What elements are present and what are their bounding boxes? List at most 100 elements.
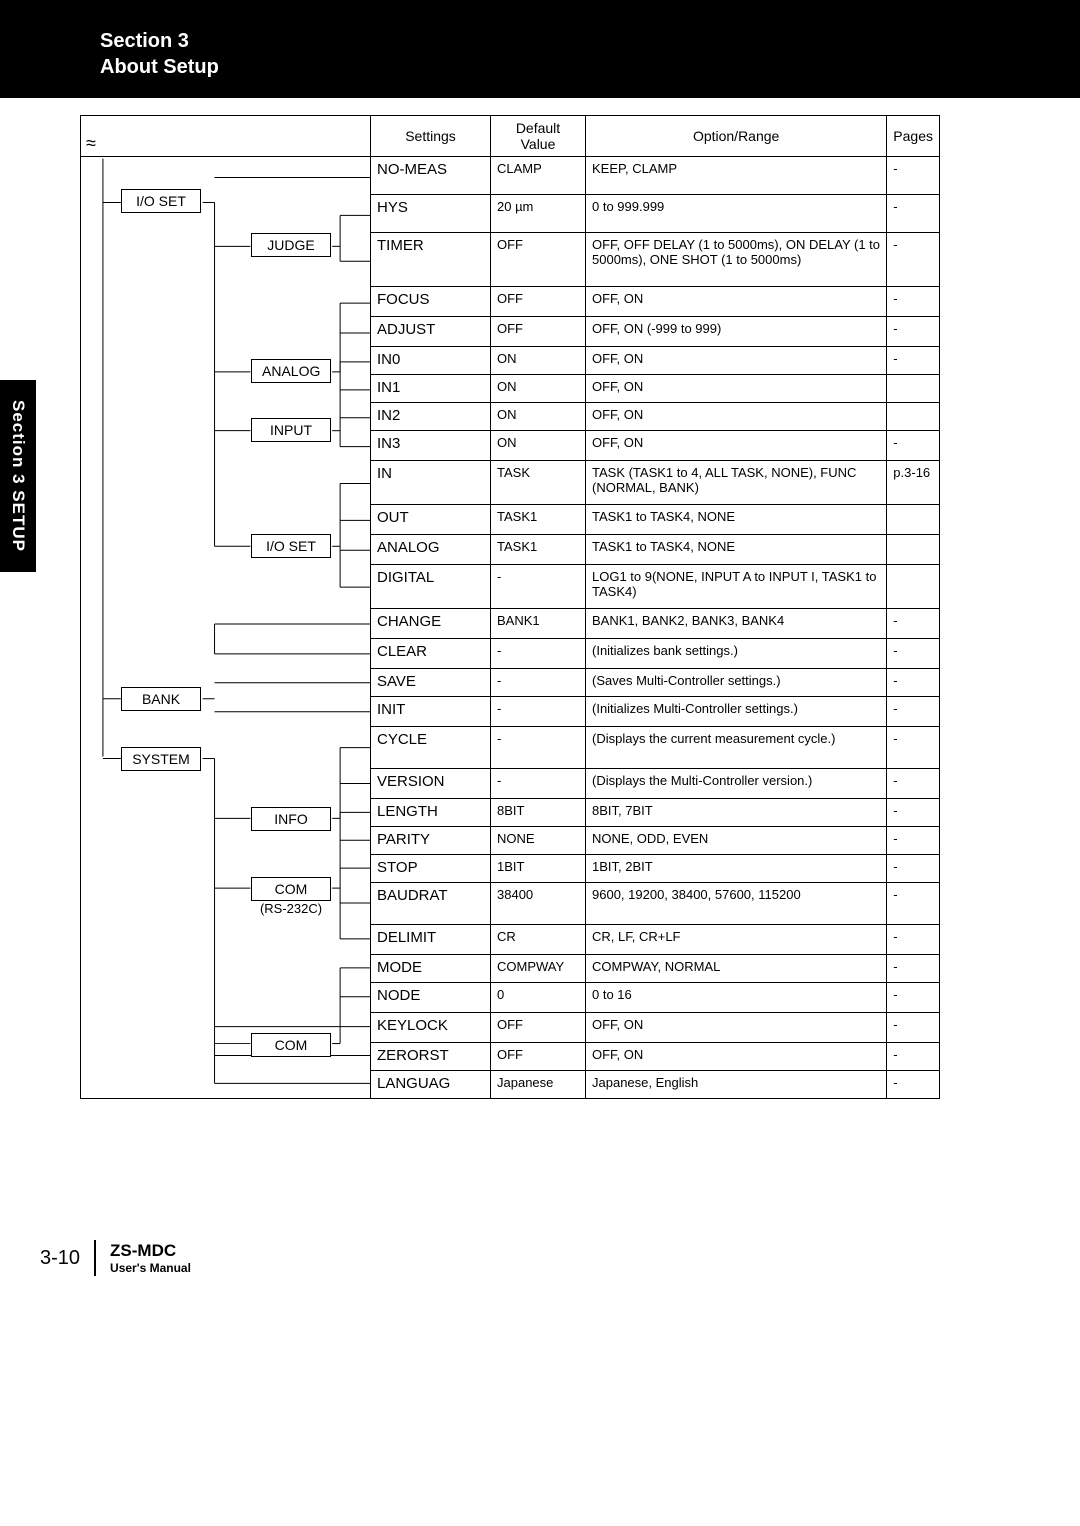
footer-divider	[94, 1240, 96, 1276]
tree-node-l1: I/O SET	[121, 189, 201, 213]
cell-default: ON	[491, 431, 586, 461]
cell-default: -	[491, 565, 586, 609]
cell-setting: IN2	[371, 403, 491, 431]
cell-default: ON	[491, 403, 586, 431]
cell-pages: -	[887, 727, 940, 769]
cell-pages: p.3-16	[887, 461, 940, 505]
manual-title: ZS-MDC	[110, 1241, 191, 1261]
cell-default: BANK1	[491, 609, 586, 639]
th-default: Default Value	[491, 116, 586, 157]
cell-setting: CHANGE	[371, 609, 491, 639]
tree-node-l2: INPUT	[251, 418, 331, 442]
cell-option: BANK1, BANK2, BANK3, BANK4	[586, 609, 887, 639]
cell-setting: STOP	[371, 855, 491, 883]
cell-option: 0 to 16	[586, 983, 887, 1013]
cell-setting: ZERORST	[371, 1043, 491, 1071]
page-header: Section 3 About Setup	[0, 0, 1080, 98]
cell-pages: -	[887, 925, 940, 955]
tree-node-sub: (RS-232C)	[251, 901, 331, 916]
cell-default: 38400	[491, 883, 586, 925]
cell-setting: HYS	[371, 195, 491, 233]
cell-setting: LENGTH	[371, 799, 491, 827]
cell-pages: -	[887, 827, 940, 855]
cell-pages: -	[887, 983, 940, 1013]
cell-default: OFF	[491, 1013, 586, 1043]
cell-setting: DIGITAL	[371, 565, 491, 609]
tree-node-l1: BANK	[121, 687, 201, 711]
cell-option: CR, LF, CR+LF	[586, 925, 887, 955]
content-area: ≈ Settings Default Value Option/Range Pa…	[80, 115, 940, 1099]
cell-default: OFF	[491, 317, 586, 347]
tree-node-l2: INFO	[251, 807, 331, 831]
cell-option: OFF, ON	[586, 1043, 887, 1071]
cell-default: Japanese	[491, 1071, 586, 1099]
table-row: I/O SETBANKSYSTEMJUDGEANALOGINPUTI/O SET…	[81, 157, 940, 195]
cell-option: TASK1 to TASK4, NONE	[586, 535, 887, 565]
cell-default: 0	[491, 983, 586, 1013]
cell-pages: -	[887, 955, 940, 983]
cell-option: (Saves Multi-Controller settings.)	[586, 669, 887, 697]
cell-pages: -	[887, 769, 940, 799]
cell-default: ON	[491, 347, 586, 375]
cell-default: 20 µm	[491, 195, 586, 233]
cell-option: TASK (TASK1 to 4, ALL TASK, NONE), FUNC …	[586, 461, 887, 505]
cell-default: TASK1	[491, 505, 586, 535]
cell-setting: FOCUS	[371, 287, 491, 317]
cell-option: OFF, ON	[586, 347, 887, 375]
th-settings: Settings	[371, 116, 491, 157]
cell-default: NONE	[491, 827, 586, 855]
cell-pages: -	[887, 669, 940, 697]
cell-pages: -	[887, 431, 940, 461]
side-tab: Section 3 SETUP	[0, 380, 36, 572]
cell-option: (Displays the Multi-Controller version.)	[586, 769, 887, 799]
cell-setting: ADJUST	[371, 317, 491, 347]
cell-option: 9600, 19200, 38400, 57600, 115200	[586, 883, 887, 925]
cell-pages: -	[887, 639, 940, 669]
cell-default: TASK	[491, 461, 586, 505]
cell-setting: SAVE	[371, 669, 491, 697]
cell-setting: IN	[371, 461, 491, 505]
manual-subtitle: User's Manual	[110, 1261, 191, 1275]
cell-setting: ANALOG	[371, 535, 491, 565]
cell-option: 0 to 999.999	[586, 195, 887, 233]
cell-pages: -	[887, 233, 940, 287]
cell-setting: IN0	[371, 347, 491, 375]
page-number: 3-10	[40, 1247, 80, 1270]
cell-pages: -	[887, 609, 940, 639]
th-pages: Pages	[887, 116, 940, 157]
cell-setting: CYCLE	[371, 727, 491, 769]
header-line1: Section 3	[100, 28, 1080, 54]
cell-pages: -	[887, 347, 940, 375]
cell-option: OFF, ON	[586, 431, 887, 461]
cell-pages: -	[887, 157, 940, 195]
cell-option: OFF, ON	[586, 403, 887, 431]
cell-pages: -	[887, 883, 940, 925]
cell-option: OFF, ON	[586, 1013, 887, 1043]
cell-option: LOG1 to 9(NONE, INPUT A to INPUT I, TASK…	[586, 565, 887, 609]
cell-option: (Initializes Multi-Controller settings.)	[586, 697, 887, 727]
tree-node-l1: SYSTEM	[121, 747, 201, 771]
tree-node-l2: COM	[251, 1033, 331, 1057]
tree-node-l2: COM	[251, 877, 331, 901]
cell-option: Japanese, English	[586, 1071, 887, 1099]
cell-setting: BAUDRAT	[371, 883, 491, 925]
cell-option: COMPWAY, NORMAL	[586, 955, 887, 983]
cell-setting: IN3	[371, 431, 491, 461]
cell-option: OFF, OFF DELAY (1 to 5000ms), ON DELAY (…	[586, 233, 887, 287]
cell-default: TASK1	[491, 535, 586, 565]
cell-default: CR	[491, 925, 586, 955]
cell-setting: DELIMIT	[371, 925, 491, 955]
cell-default: CLAMP	[491, 157, 586, 195]
cell-default: OFF	[491, 287, 586, 317]
cell-pages	[887, 375, 940, 403]
th-option: Option/Range	[586, 116, 887, 157]
cell-pages: -	[887, 697, 940, 727]
cell-option: (Displays the current measurement cycle.…	[586, 727, 887, 769]
cell-setting: PARITY	[371, 827, 491, 855]
cell-setting: INIT	[371, 697, 491, 727]
cell-setting: NO-MEAS	[371, 157, 491, 195]
cell-option: NONE, ODD, EVEN	[586, 827, 887, 855]
cell-setting: VERSION	[371, 769, 491, 799]
cell-default: COMPWAY	[491, 955, 586, 983]
cell-default: -	[491, 769, 586, 799]
